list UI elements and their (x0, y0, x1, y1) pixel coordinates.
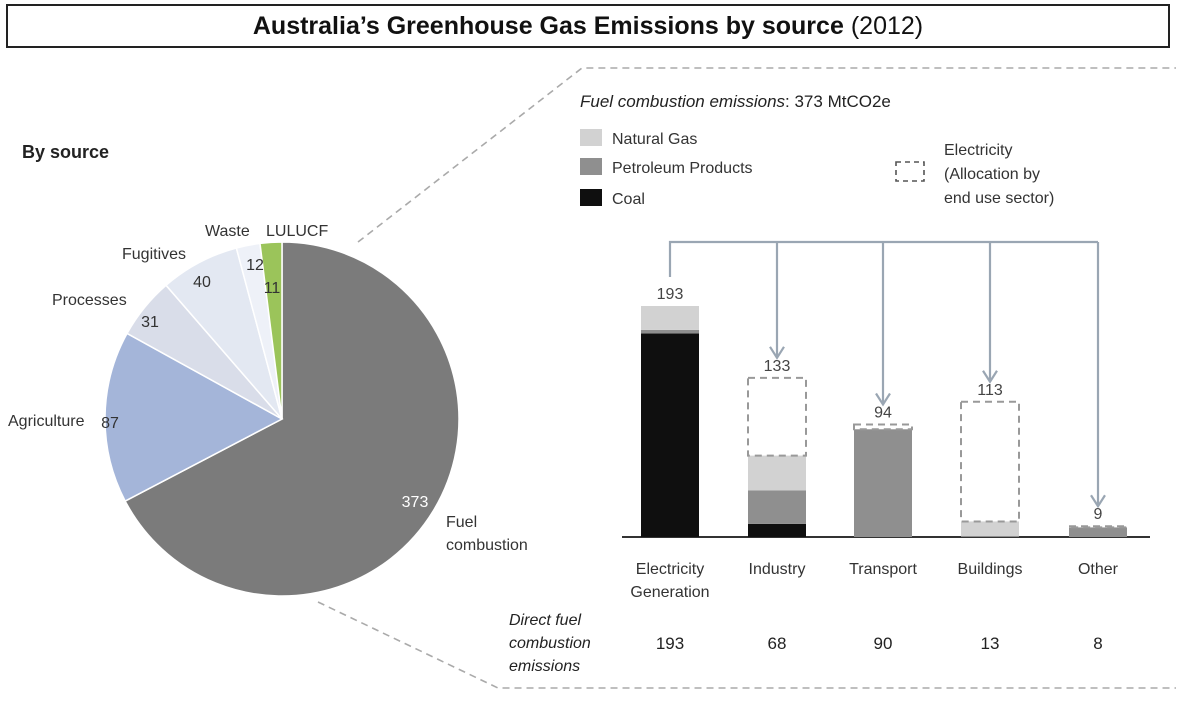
legend-label-electricity: (Allocation by (944, 166, 1040, 183)
bar-category-label: Electricity (636, 561, 704, 578)
bar-chart-title-value: : 373 MtCO2e (785, 92, 891, 111)
pie-value-label: 31 (141, 314, 159, 331)
pie-slice (124, 241, 460, 597)
bar-category-label: Transport (849, 561, 917, 578)
pie-value-label: 11 (264, 280, 281, 297)
zoom-connector (317, 67, 1176, 689)
bar-segment-electricity (747, 376, 807, 457)
direct-combustion-value: 68 (768, 634, 787, 653)
legend-swatch (580, 189, 602, 206)
pie-category-label: combustion (446, 537, 528, 554)
pie-title: By source (22, 142, 109, 162)
bar-total-label: 113 (977, 382, 1003, 399)
pie-category-label: Processes (52, 292, 127, 309)
pie-chart: By source 373 Fuel combustion 87 Agriculture 3… (8, 142, 528, 597)
bar-segment (641, 333, 699, 537)
allocation-arrow-head (982, 370, 998, 384)
bar-segment (748, 490, 806, 524)
direct-combustion-label: Direct fuel (509, 612, 581, 629)
bar-total-label: 193 (657, 286, 684, 303)
chart-title: Australia’s Greenhouse Gas Emissions by … (252, 11, 844, 40)
bar-chart-title-italic: Fuel combustion emissions (580, 92, 786, 111)
bar-segment (748, 523, 806, 537)
pie-value-label: 12 (246, 257, 264, 274)
bar-segment (961, 521, 1019, 536)
bar-chart-title: Fuel combustion emissions: 373 MtCO2e (580, 92, 891, 111)
pie-category-label: Agriculture (8, 413, 85, 430)
bar-total-label: 94 (874, 404, 892, 421)
direct-combustion-value: 193 (656, 634, 684, 653)
legend-swatch (580, 129, 602, 146)
bar-segment (748, 455, 806, 491)
bar-segment-electricity (853, 423, 913, 431)
bar-category-label: Buildings (958, 561, 1023, 578)
direct-combustion-label: combustion (509, 635, 591, 652)
allocation-arrows (668, 240, 1106, 509)
legend-label: Natural Gas (612, 131, 697, 148)
bar-category-label: Other (1078, 561, 1119, 578)
legend-label-electricity: end use sector) (944, 190, 1054, 207)
bar-segment (1069, 527, 1127, 537)
pie-category-label: Fugitives (122, 246, 186, 263)
chart-title-year: (2012) (850, 11, 924, 40)
bar-category-label: Industry (749, 561, 806, 578)
direct-combustion-value: 8 (1093, 634, 1102, 653)
legend-swatch-electricity (895, 161, 925, 182)
legend-label: Coal (612, 191, 645, 208)
zoom-connector-bottom (317, 601, 1176, 689)
legend-swatch (580, 158, 602, 175)
bar-segment-electricity (1068, 525, 1128, 529)
pie-category-label: LULUCF (266, 223, 328, 240)
bar-segment (641, 329, 699, 334)
bar-segment (854, 429, 912, 537)
allocation-arrow-head (1090, 494, 1106, 509)
pie-slice (259, 241, 283, 420)
bar-category-label: Generation (630, 584, 709, 601)
pie-slice (104, 332, 284, 503)
bar-segment-electricity (960, 400, 1020, 523)
bar-segment (961, 535, 1019, 537)
pie-value-label: 40 (193, 274, 211, 291)
chart-title-box: Australia’s Greenhouse Gas Emissions by … (6, 4, 1170, 48)
pie-category-label: Fuel (446, 514, 477, 531)
pie-category-label: Waste (205, 223, 250, 240)
bar-chart: Fuel combustion emissions: 373 MtCO2e Nat… (509, 92, 1150, 675)
bar-total-label: 133 (764, 358, 791, 375)
direct-combustion-value: 13 (981, 634, 1000, 653)
allocation-arrow-line (668, 240, 1098, 277)
bar-total-label: 9 (1094, 506, 1103, 523)
allocation-arrow-head (875, 392, 891, 407)
legend-label-electricity: Electricity (944, 142, 1012, 159)
allocation-arrow-head (769, 346, 785, 360)
bar-segment (641, 306, 699, 330)
legend-label: Petroleum Products (612, 160, 753, 177)
pie-value-label: 87 (101, 415, 119, 432)
pie-value-label: 373 (402, 494, 429, 511)
direct-combustion-value: 90 (874, 634, 893, 653)
direct-combustion-label: emissions (509, 658, 580, 675)
